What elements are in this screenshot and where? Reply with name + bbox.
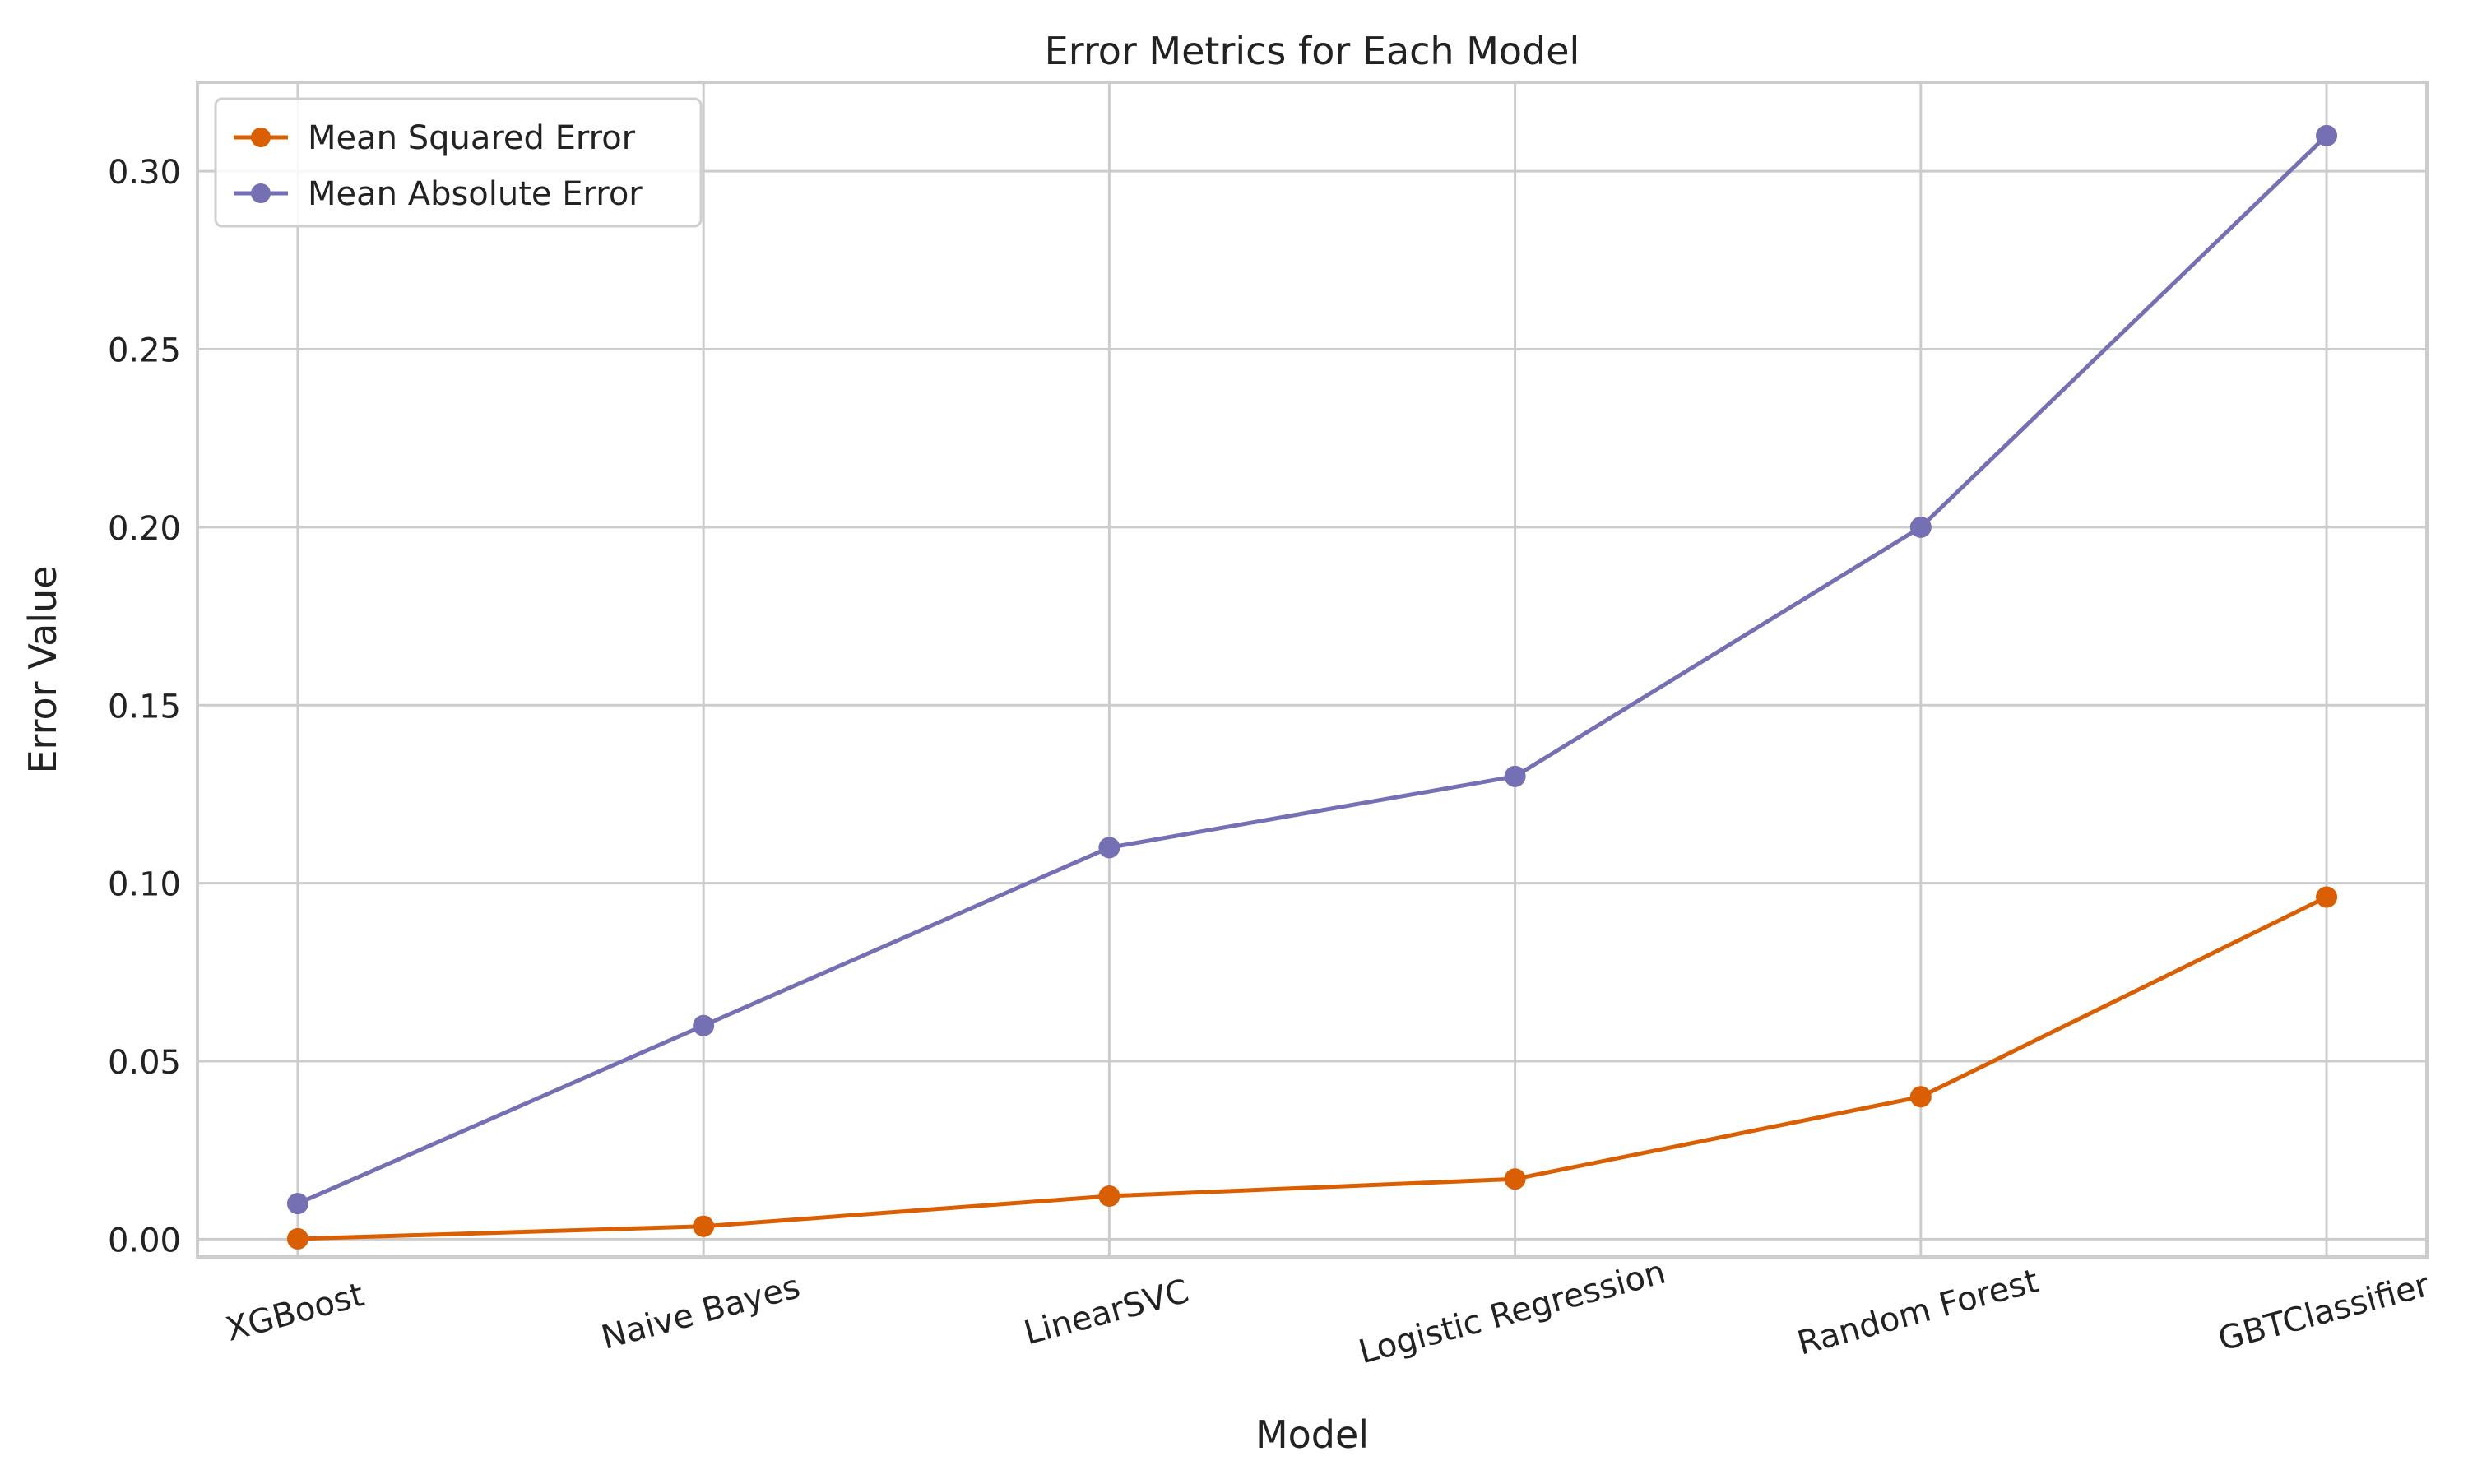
y-tick-label: 0.05 (108, 1044, 181, 1082)
data-point (1098, 1185, 1120, 1208)
y-tick-label: 0.25 (108, 332, 181, 370)
y-tick-label: 0.20 (108, 510, 181, 548)
data-point (1504, 1168, 1526, 1190)
y-tick-label: 0.15 (108, 688, 181, 726)
plot-frame (196, 81, 2429, 1259)
data-point (286, 1193, 308, 1215)
data-point (1909, 516, 1932, 538)
legend: Mean Squared Error Mean Absolute Error (214, 97, 703, 228)
y-tick-label: 0.00 (108, 1222, 181, 1259)
data-point (693, 1215, 715, 1237)
data-point (2316, 124, 2338, 146)
data-point (1098, 837, 1120, 859)
data-point (693, 1014, 715, 1036)
legend-marker (251, 128, 271, 147)
series-line (296, 134, 2328, 1206)
y-tick-label: 0.10 (108, 866, 181, 904)
legend-label: Mean Absolute Error (308, 175, 643, 213)
x-axis-label: Model (1255, 1412, 1369, 1457)
y-axis-label: Error Value (21, 565, 65, 773)
y-tick-label: 0.30 (108, 154, 181, 192)
chart-title: Error Metrics for Each Model (1045, 29, 1580, 73)
series-line (297, 895, 2328, 1241)
data-point (286, 1227, 308, 1250)
legend-box (214, 97, 703, 228)
data-point (2316, 886, 2338, 908)
legend-label: Mean Squared Error (308, 119, 636, 157)
data-point (1909, 1086, 1932, 1108)
legend-marker (251, 183, 271, 203)
data-point (1504, 765, 1526, 787)
grid-layer (197, 82, 2427, 1257)
series-layer (286, 124, 2338, 1250)
